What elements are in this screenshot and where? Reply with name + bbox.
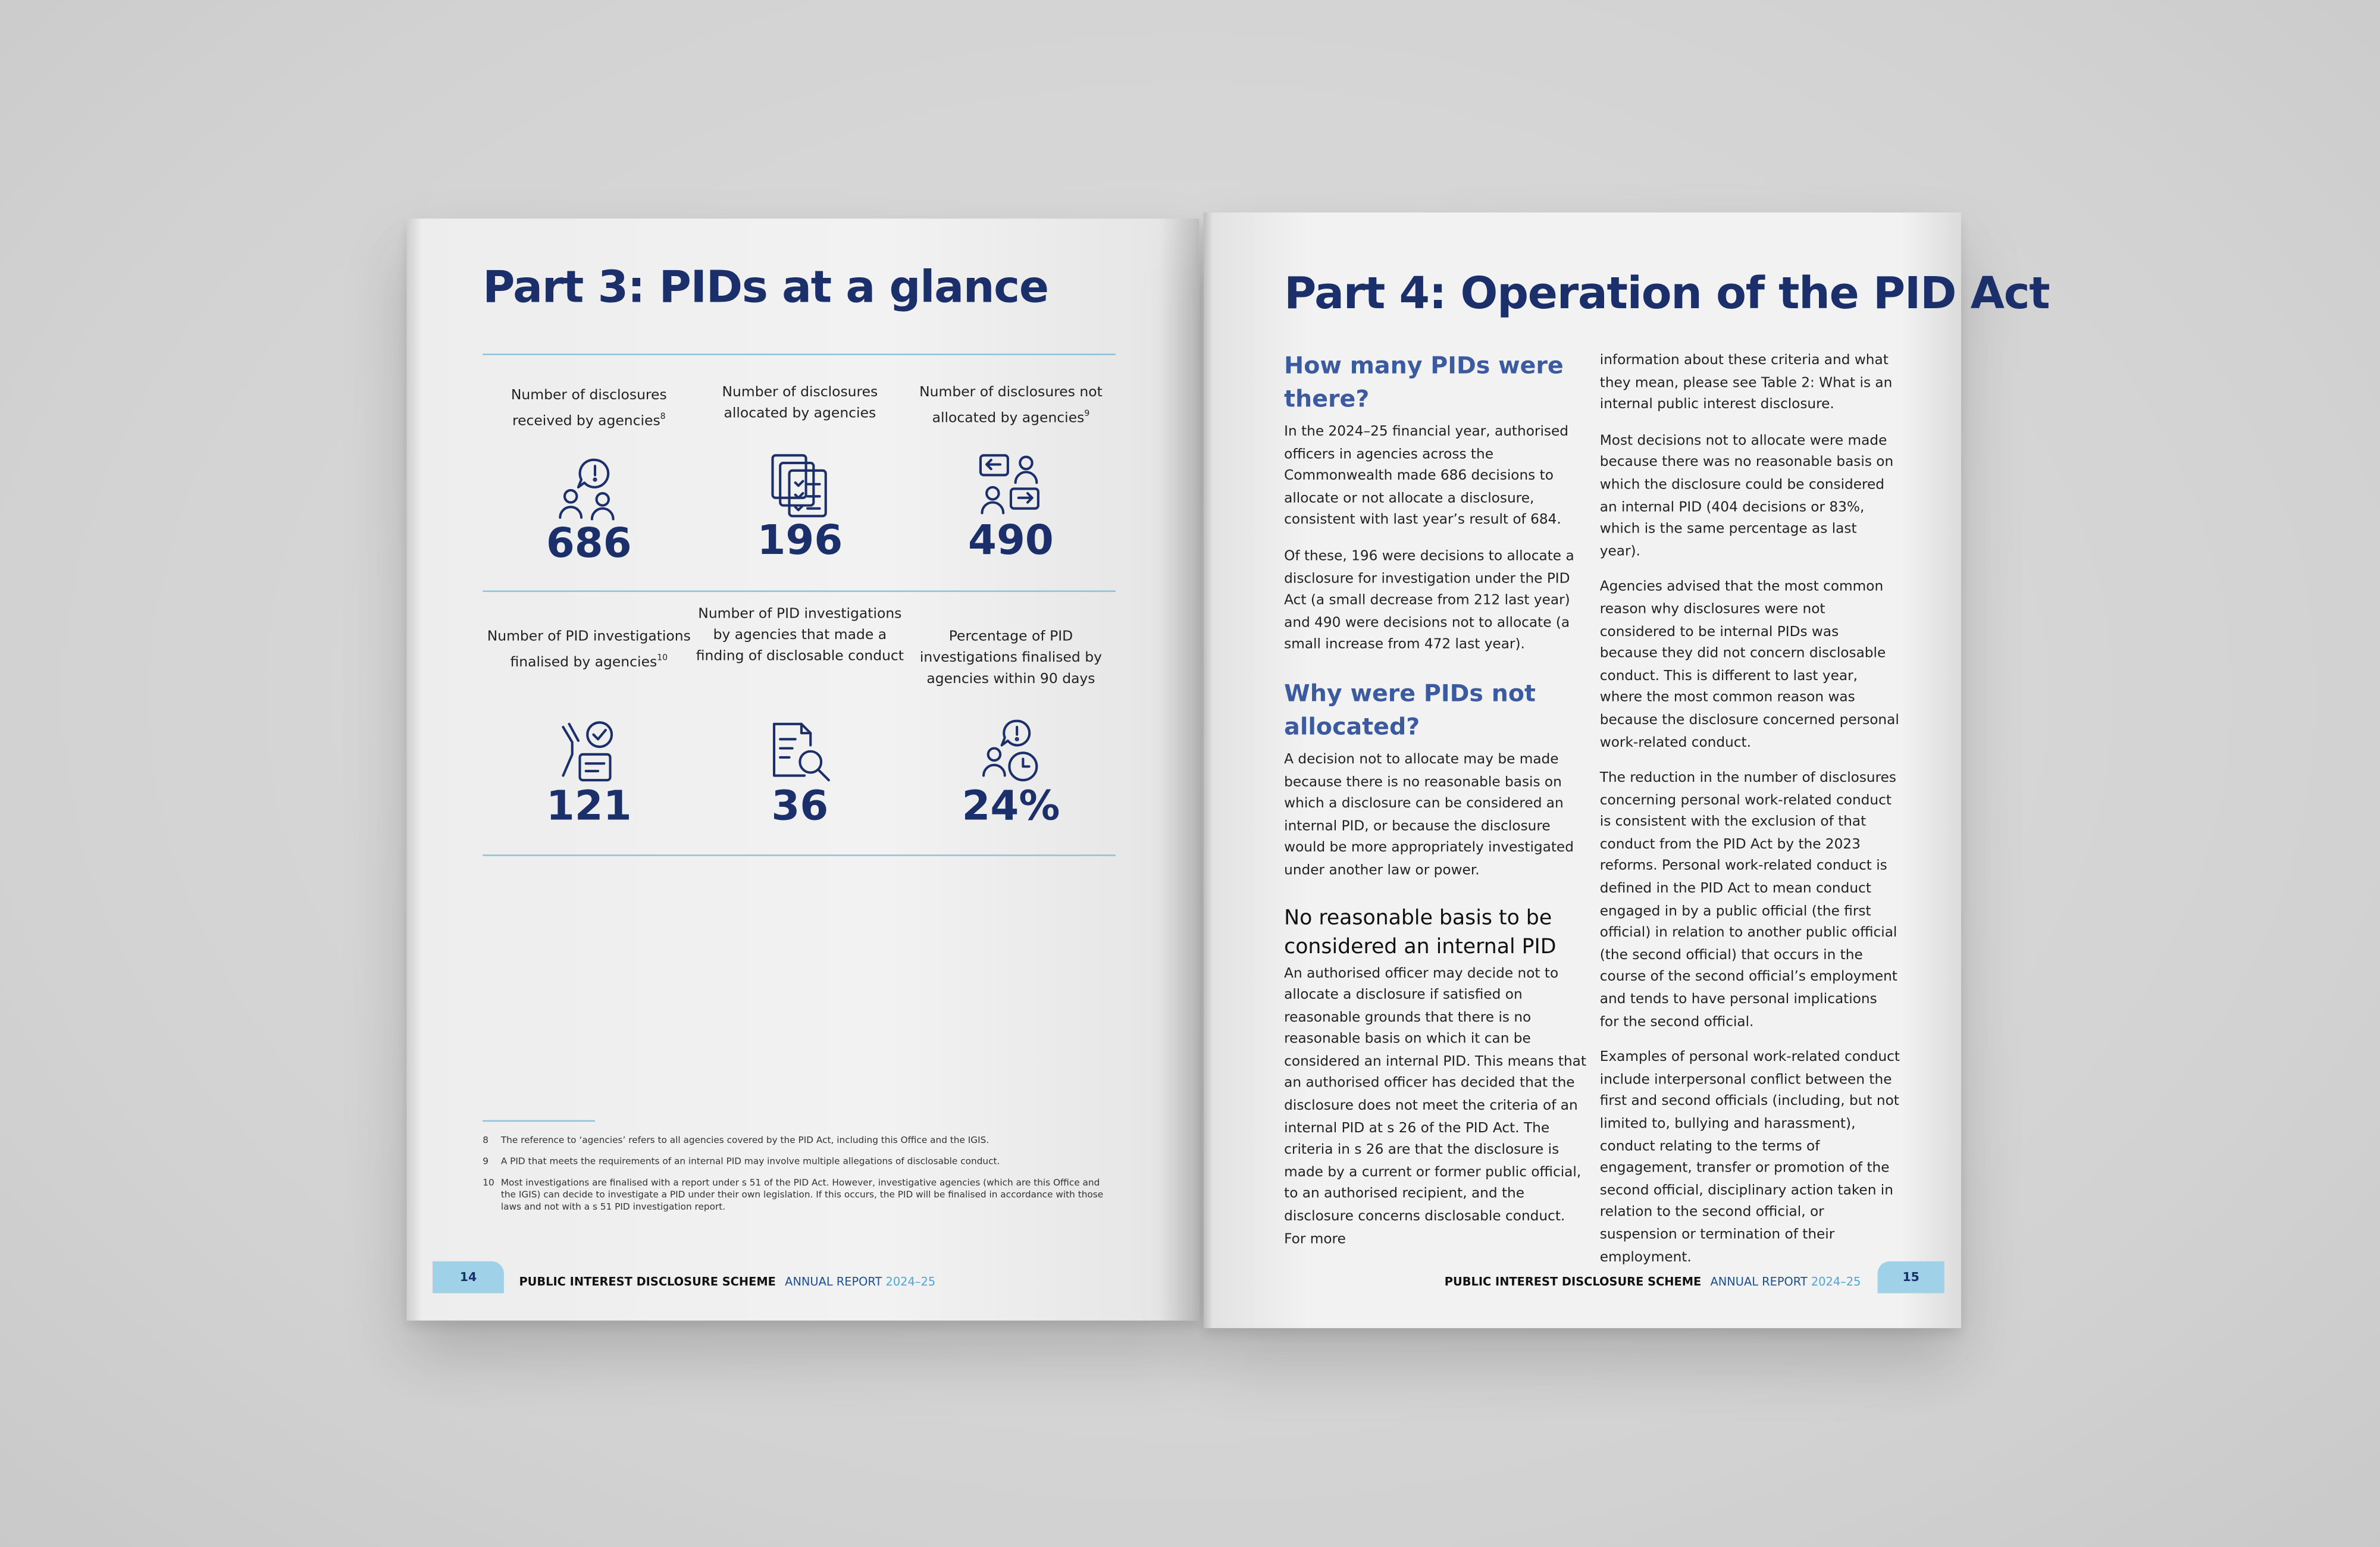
icon	[772, 722, 830, 782]
footer-publication: PUBLIC INTEREST DISCLOSURE SCHEME	[519, 1274, 776, 1289]
paragraph: Of these, 196 were decisions to allocate…	[1284, 549, 1574, 653]
footer-year: 2024–25	[1811, 1274, 1861, 1289]
footnote: 10 Most investigations are finalised with…	[483, 1178, 1108, 1214]
icon	[979, 454, 1039, 515]
paragraph: In the 2024–25 financial year, authorise…	[1284, 425, 1569, 529]
label-text: Number of disclosures received by agenci…	[511, 387, 667, 430]
footnote-number: 8	[483, 1135, 488, 1147]
divider	[483, 590, 1116, 592]
page-title: Part 3: PIDs at a glance	[483, 261, 1049, 313]
paragraph: Most decisions not to allocate were made…	[1599, 434, 1894, 560]
footnote-text: The reference to ‘agencies’ refers to al…	[500, 1135, 989, 1147]
stat-value: 490	[968, 517, 1054, 565]
stat: Number of disclosures not allocated by a…	[904, 383, 1117, 565]
icon	[771, 454, 827, 518]
icon	[562, 721, 613, 782]
stat-value: 121	[546, 783, 632, 831]
footer-year: 2024–25	[885, 1274, 936, 1289]
label-text: Number of disclosures not allocated by a…	[919, 384, 1103, 427]
icon	[559, 458, 615, 521]
page-number: 14	[433, 1261, 504, 1294]
footer-report: ANNUAL REPORT	[1710, 1274, 1808, 1289]
stat: Percentage of PID investigations finalis…	[904, 627, 1117, 831]
paragraph: An authorised officer may decide not to …	[1284, 966, 1586, 1247]
paragraph: A decision not to allocate may be made b…	[1284, 753, 1574, 879]
footnote-number: 9	[483, 1156, 488, 1167]
divider	[483, 353, 1116, 355]
stat-value: 24%	[962, 783, 1060, 831]
column: How many PIDs were there? In the 2024–25…	[1284, 349, 1587, 1265]
footnote-rule	[483, 1120, 595, 1122]
page-number: 15	[1877, 1261, 1944, 1294]
stat-label: Number of disclosures allocated by agenc…	[722, 384, 878, 422]
column: information about these criteria and wha…	[1600, 350, 1900, 1283]
footnote-ref: 8	[660, 412, 666, 422]
stat-label: Number of PID investigations finalised b…	[483, 627, 695, 715]
stat-label: Number of disclosures received by agenci…	[483, 386, 695, 452]
footnote: 9 A PID that meets the requirements of an…	[483, 1157, 1108, 1169]
divider	[483, 854, 1116, 856]
icon	[982, 719, 1038, 782]
footnote-text: Most investigations are finalised with a…	[500, 1178, 1104, 1213]
paragraph: Examples of personal work-related conduc…	[1599, 1050, 1900, 1266]
footer-report: ANNUAL REPORT	[785, 1274, 882, 1289]
stat: Number of PID investigations by agencies…	[694, 604, 906, 830]
paragraph: Agencies advised that the most common re…	[1599, 580, 1899, 751]
stat-label: Number of disclosures not allocated by a…	[904, 383, 1117, 449]
footnote-ref: 10	[657, 654, 668, 663]
heading: Why were PIDs not allocated?	[1284, 679, 1536, 741]
stat-label: Number of PID investigations by agencies…	[696, 605, 904, 665]
stat: Number of disclosures received by agenci…	[483, 386, 695, 568]
stat-label: Percentage of PID investigations finalis…	[919, 628, 1102, 688]
footer: PUBLIC INTEREST DISCLOSURE SCHEME ANNUAL …	[1445, 1275, 1861, 1289]
footnote-ref: 9	[1084, 409, 1090, 419]
stat-value: 196	[757, 517, 843, 565]
heading: How many PIDs were there?	[1284, 352, 1564, 413]
footnote-number: 10	[483, 1178, 494, 1189]
label-text: Number of PID investigations finalised b…	[487, 628, 691, 671]
stat: Number of disclosures allocated by agenc…	[694, 383, 906, 565]
right-page	[1203, 212, 1961, 1329]
page-title: Part 4: Operation of the PID Act	[1284, 267, 2050, 319]
subheading: No reasonable basis to be considered an …	[1284, 905, 1557, 959]
stat-value: 686	[546, 520, 632, 568]
paragraph: The reduction in the number of disclosur…	[1599, 771, 1897, 1031]
paragraph: information about these criteria and wha…	[1599, 353, 1893, 414]
footnote-text: A PID that meets the requirements of an …	[500, 1156, 1000, 1167]
footer-publication: PUBLIC INTEREST DISCLOSURE SCHEME	[1444, 1274, 1702, 1289]
footer: PUBLIC INTEREST DISCLOSURE SCHEME ANNUAL …	[519, 1275, 935, 1289]
stat-value: 36	[771, 783, 829, 831]
footnote: 8 The reference to ‘agencies’ refers to a…	[483, 1135, 1108, 1147]
stat: Number of PID investigations finalised b…	[483, 627, 695, 831]
